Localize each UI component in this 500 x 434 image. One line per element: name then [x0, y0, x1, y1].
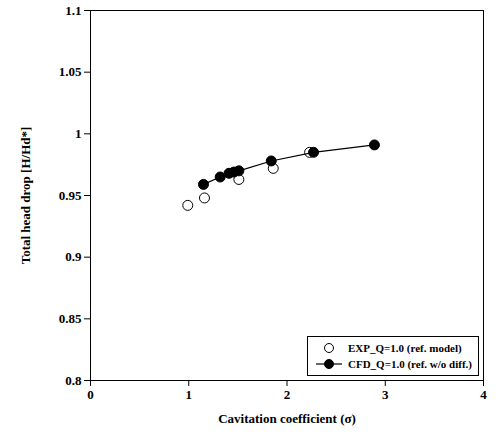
svg-text:1: 1: [75, 126, 82, 141]
svg-text:1.1: 1.1: [65, 3, 81, 18]
svg-text:0.85: 0.85: [59, 311, 82, 326]
html-text:EXP_Q=1.0 (ref. model): EXP_Q=1.0 (ref. model): [348, 342, 462, 354]
svg-text:0.9: 0.9: [65, 249, 82, 264]
svg-text:0.95: 0.95: [59, 188, 82, 203]
svg-text:Total head drop [H/Hd*]: Total head drop [H/Hd*]: [18, 127, 33, 265]
svg-text:1: 1: [186, 387, 193, 402]
svg-text:1.05: 1.05: [59, 64, 82, 79]
svg-text:3: 3: [382, 387, 389, 402]
svg-text:0.8: 0.8: [65, 373, 82, 388]
svg-text:4: 4: [480, 387, 487, 402]
svg-text:0: 0: [87, 387, 94, 402]
svg-text:2: 2: [284, 387, 291, 402]
html-text:CFD_Q=1.0 (ref. w/o diff.): CFD_Q=1.0 (ref. w/o diff.): [348, 358, 472, 370]
svg-text:Cavitation coefficient (σ): Cavitation coefficient (σ): [218, 411, 356, 426]
